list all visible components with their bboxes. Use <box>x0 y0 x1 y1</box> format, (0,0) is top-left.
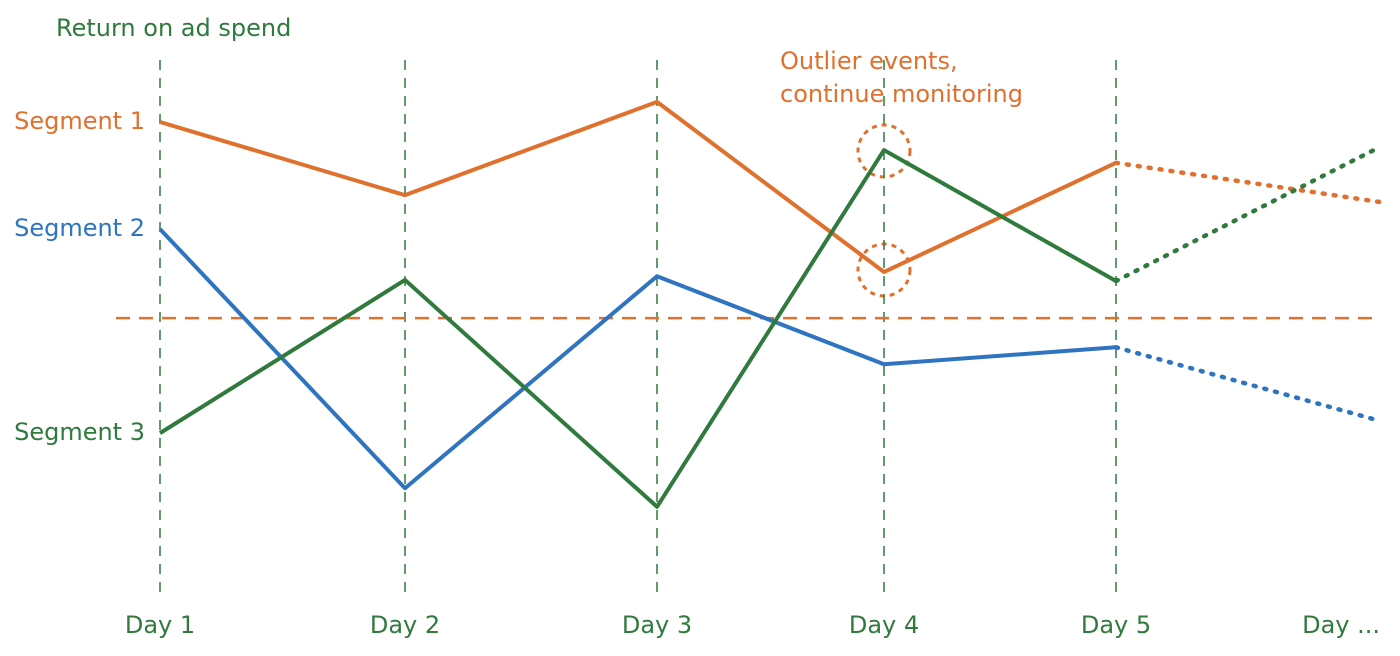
series-label: Segment 2 <box>14 214 145 242</box>
x-tick-label: Day 5 <box>1081 611 1151 639</box>
x-tick-label: Day 4 <box>849 611 919 639</box>
annotation: Outlier events, <box>780 47 958 75</box>
x-tick-label: Day 1 <box>125 611 195 639</box>
series-line <box>159 99 1117 274</box>
x-tick-label: Day ... <box>1302 611 1380 639</box>
projection-line <box>1113 345 1383 424</box>
annotation: continue monitoring <box>780 80 1023 108</box>
projection-line <box>1113 144 1383 284</box>
x-tick-label: Day 2 <box>370 611 440 639</box>
series-label: Segment 1 <box>14 107 145 135</box>
series-line <box>158 227 1117 491</box>
chart-title: Return on ad spend <box>56 14 291 42</box>
x-tick-label: Day 3 <box>622 611 692 639</box>
series-label: Segment 3 <box>14 418 145 446</box>
series-line <box>158 148 1117 509</box>
projection-line <box>1113 160 1383 205</box>
